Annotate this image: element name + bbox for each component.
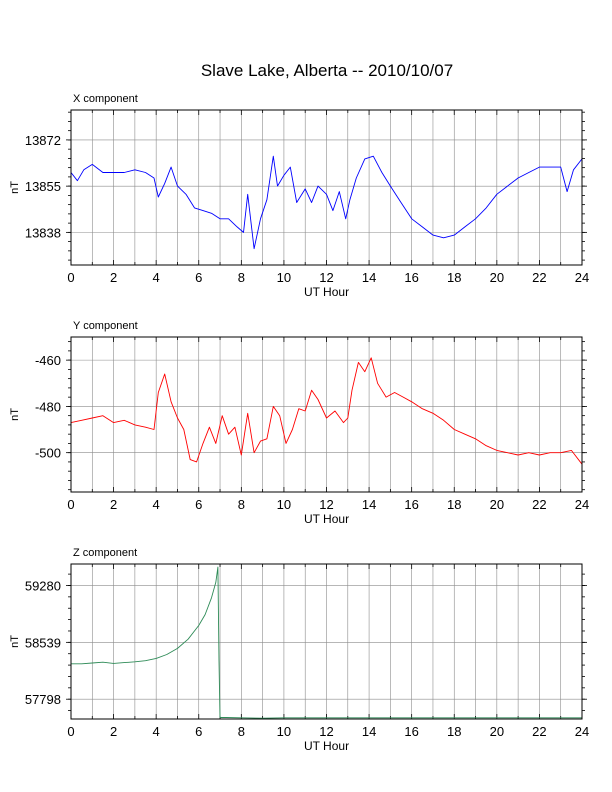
y-component-x-tick-label: 8 xyxy=(238,497,245,512)
x-component-panel-label: X component xyxy=(73,93,138,105)
x-component-y-tick-label: 13872 xyxy=(25,133,61,148)
y-component-x-tick-label: 2 xyxy=(110,497,117,512)
y-component-plot-frame xyxy=(70,336,583,493)
x-component-x-tick-label: 2 xyxy=(110,270,117,285)
x-component-x-tick-label: 24 xyxy=(575,270,589,285)
z-component-data-line xyxy=(71,566,582,719)
z-component-x-tick-label: 18 xyxy=(447,724,461,739)
y-component-x-tick-label: 14 xyxy=(362,497,376,512)
y-component-data-line xyxy=(70,357,583,465)
x-component-x-tick-label: 16 xyxy=(404,270,418,285)
y-component-x-tick-label: 4 xyxy=(153,497,160,512)
y-component-y-axis-label: nT xyxy=(9,408,21,421)
z-component-x-tick-label: 22 xyxy=(532,724,546,739)
z-component-y-tick-label: 58539 xyxy=(25,635,61,650)
y-component-x-tick-label: 22 xyxy=(532,497,546,512)
y-component-x-tick-label: 12 xyxy=(319,497,333,512)
z-component-x-tick-label: 2 xyxy=(110,724,117,739)
x-component-x-tick-label: 4 xyxy=(153,270,160,285)
z-component-x-tick-label: 4 xyxy=(153,724,160,739)
y-component-x-tick-label: 20 xyxy=(490,497,504,512)
x-component-x-tick-label: 0 xyxy=(67,270,74,285)
z-component-x-tick-label: 6 xyxy=(195,724,202,739)
x-component-plot-frame xyxy=(70,109,583,266)
y-component-y-tick-label: -480 xyxy=(35,399,61,414)
x-component-x-tick-label: 10 xyxy=(277,270,291,285)
chart-title: Slave Lake, Alberta -- 2010/10/07 xyxy=(201,61,453,80)
y-component-y-tick-label: -500 xyxy=(35,446,61,461)
x-component-x-tick-label: 12 xyxy=(319,270,333,285)
x-component-x-tick-label: 20 xyxy=(490,270,504,285)
y-component-x-tick-label: 10 xyxy=(277,497,291,512)
z-component-plot-frame xyxy=(70,563,583,720)
x-component-x-tick-label: 6 xyxy=(195,270,202,285)
z-component-y-tick-label: 59280 xyxy=(25,578,61,593)
x-component-data-line xyxy=(70,155,583,250)
y-component-x-tick-label: 18 xyxy=(447,497,461,512)
z-component-panel-label: Z component xyxy=(73,547,137,559)
z-component-x-tick-label: 24 xyxy=(575,724,589,739)
x-component-y-axis-label: nT xyxy=(9,181,21,194)
x-component-x-tick-label: 8 xyxy=(238,270,245,285)
z-component-y-axis-label: nT xyxy=(9,635,21,648)
x-component-x-tick-label: 22 xyxy=(532,270,546,285)
y-component-y-tick-label: -460 xyxy=(35,353,61,368)
z-component-x-tick-label: 14 xyxy=(362,724,376,739)
z-component-x-tick-label: 12 xyxy=(319,724,333,739)
z-component-x-tick-label: 0 xyxy=(67,724,74,739)
y-component-panel-label: Y component xyxy=(73,320,138,332)
x-component-y-tick-label: 13838 xyxy=(25,225,61,240)
z-component-x-tick-label: 16 xyxy=(404,724,418,739)
z-component-x-tick-label: 10 xyxy=(277,724,291,739)
y-component-x-tick-label: 24 xyxy=(575,497,589,512)
z-component-x-tick-label: 8 xyxy=(238,724,245,739)
x-component-x-tick-label: 18 xyxy=(447,270,461,285)
z-component-x-tick-label: 20 xyxy=(490,724,504,739)
y-component-x-tick-label: 6 xyxy=(195,497,202,512)
z-component-x-axis-label: UT Hour xyxy=(304,739,349,753)
y-component-x-tick-label: 0 xyxy=(67,497,74,512)
x-component-x-tick-label: 14 xyxy=(362,270,376,285)
y-component-x-axis-label: UT Hour xyxy=(304,512,349,526)
z-component-y-tick-label: 57798 xyxy=(25,692,61,707)
y-component-x-tick-label: 16 xyxy=(404,497,418,512)
x-component-x-axis-label: UT Hour xyxy=(304,285,349,299)
x-component-y-tick-label: 13855 xyxy=(25,179,61,194)
